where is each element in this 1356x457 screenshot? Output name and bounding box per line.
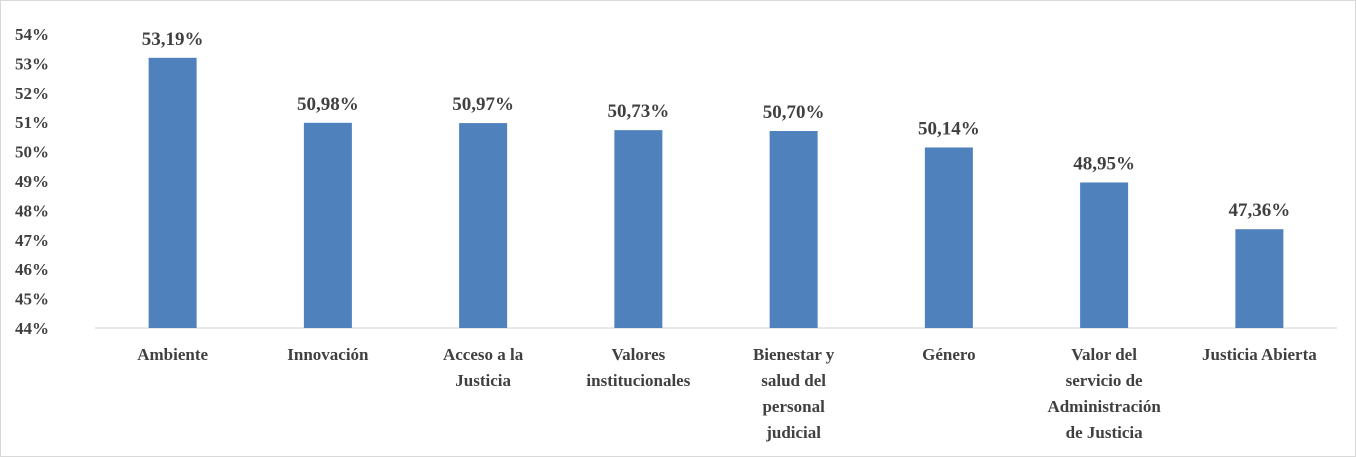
y-tick-label: 53% [15,54,49,73]
x-tick-label: Ambiente [137,345,208,364]
y-tick-label: 47% [15,231,49,250]
x-tick-label: de Justicia [1066,423,1143,442]
x-tick-label: Bienestar y [753,345,835,364]
y-tick-label: 51% [15,113,49,132]
data-label: 53,19% [142,29,204,50]
x-tick-label: Valores [611,345,665,364]
x-tick-label: Administración [1047,397,1161,416]
data-label: 50,98% [297,94,359,115]
data-label: 50,73% [608,101,670,122]
data-label: 50,70% [763,102,825,123]
x-tick-label: judicial [765,423,821,442]
y-tick-label: 54% [15,25,49,44]
x-tick-label: servicio de [1066,371,1143,390]
data-label: 50,14% [918,118,980,139]
data-label: 48,95% [1073,153,1135,174]
bar [769,131,818,328]
y-tick-label: 48% [15,201,49,220]
bar [148,57,197,329]
x-tick-label: Justicia Abierta [1202,345,1317,364]
bar [1235,229,1284,328]
bar [614,130,663,328]
y-tick-label: 44% [15,319,49,338]
y-tick-label: 52% [15,84,49,103]
x-tick-label: personal [762,397,825,416]
x-tick-label: salud del [761,371,826,390]
bar [924,147,973,328]
x-tick-label: Acceso a la [443,345,524,364]
bar [459,123,508,328]
bar [1080,182,1129,328]
x-tick-label: Género [922,345,976,364]
y-tick-label: 46% [15,260,49,279]
x-tick-label: institucionales [586,371,690,390]
y-tick-label: 45% [15,290,49,309]
y-tick-label: 50% [15,143,49,162]
bar [303,122,352,329]
x-tick-label: Justicia [455,371,511,390]
y-tick-label: 49% [15,172,49,191]
data-label: 47,36% [1229,200,1291,221]
data-label: 50,97% [452,94,514,115]
x-tick-label: Valor del [1071,345,1137,364]
x-tick-label: Innovación [287,345,369,364]
